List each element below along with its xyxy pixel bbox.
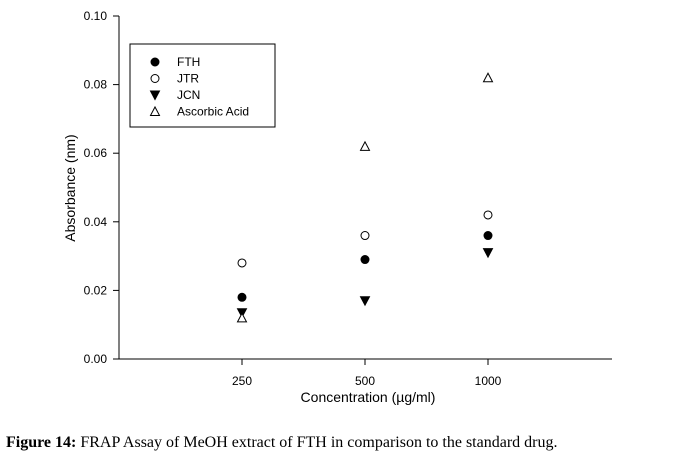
data-point bbox=[483, 231, 493, 241]
legend-marker bbox=[150, 57, 160, 67]
y-tick-label: 0.10 bbox=[84, 9, 108, 23]
legend-label: JCN bbox=[177, 88, 200, 102]
data-point bbox=[359, 296, 371, 307]
legend: FTH JTR JCN Ascorbic Acid bbox=[129, 43, 276, 128]
legend-label: JTR bbox=[177, 72, 199, 86]
x-tick-label: 500 bbox=[355, 374, 375, 388]
legend-marker bbox=[149, 105, 161, 116]
data-point bbox=[237, 258, 247, 268]
y-tick-label: 0.02 bbox=[84, 283, 108, 297]
data-point bbox=[360, 255, 370, 265]
caption-label: Figure 14: bbox=[6, 434, 77, 451]
series-jtr bbox=[237, 210, 493, 268]
data-point bbox=[482, 72, 494, 83]
y-tick-label: 0.00 bbox=[84, 352, 108, 366]
series-fth bbox=[237, 231, 493, 302]
series-ascorbic-acid bbox=[236, 72, 494, 323]
y-tick-label: 0.08 bbox=[84, 78, 108, 92]
y-tick-label: 0.04 bbox=[84, 215, 108, 229]
x-tick-labels: 250 500 1000 bbox=[232, 359, 502, 388]
y-axis-title: Absorbance (nm) bbox=[62, 134, 78, 241]
chart: 0.00 0.02 0.04 0.06 0.08 0.10 250 500 1000 Conc… bbox=[62, 9, 612, 405]
data-point bbox=[236, 312, 248, 323]
legend-label: Ascorbic Acid bbox=[177, 105, 249, 119]
x-tick-label: 1000 bbox=[475, 374, 502, 388]
y-tick-label: 0.06 bbox=[84, 146, 108, 160]
legend-label: FTH bbox=[177, 55, 200, 69]
data-point bbox=[237, 292, 247, 302]
data-point bbox=[360, 231, 370, 241]
caption-text: FRAP Assay of MeOH extract of FTH in com… bbox=[76, 434, 558, 451]
legend-marker bbox=[149, 90, 161, 101]
legend-marker bbox=[150, 74, 160, 83]
data-point bbox=[482, 248, 494, 259]
data-point bbox=[359, 140, 371, 151]
x-axis-title: Concentration (µg/ml) bbox=[301, 389, 436, 405]
figure-caption: Figure 14: FRAP Assay of MeOH extract of… bbox=[0, 434, 675, 452]
y-tick-labels: 0.00 0.02 0.04 0.06 0.08 0.10 bbox=[84, 9, 119, 366]
data-points bbox=[236, 72, 494, 323]
x-tick-label: 250 bbox=[232, 374, 252, 388]
data-point bbox=[483, 210, 493, 220]
